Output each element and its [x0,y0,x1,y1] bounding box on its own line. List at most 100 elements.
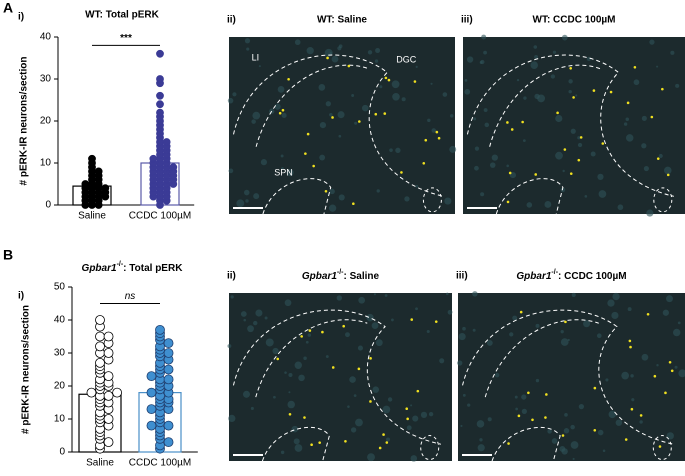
tissue-texture [474,165,479,171]
tissue-texture [305,340,309,344]
region-label: DGC [396,54,417,64]
tissue-texture [374,59,379,63]
data-point [155,324,165,335]
micrograph [229,293,452,461]
tissue-texture [486,339,493,346]
tissue-texture [325,355,329,358]
tissue-texture [550,74,556,79]
labelled-neuron [646,312,650,316]
tissue-texture [570,128,576,134]
tissue-texture [367,50,373,55]
tissue-texture [555,114,563,123]
tissue-texture [522,139,526,143]
labelled-neuron [304,152,307,155]
tissue-texture [250,406,254,410]
tissue-texture [415,184,419,188]
tissue-texture [358,296,366,304]
tissue-texture [387,397,393,402]
labelled-neuron [626,101,630,105]
canal-outline [652,435,672,461]
chart-title: Gpbar1-/-: Total pERK [82,261,184,273]
labelled-neuron [278,111,282,115]
tissue-texture [457,360,463,366]
tissue-texture [227,344,232,348]
labelled-neuron [331,116,334,119]
labelled-neuron [342,324,345,328]
y-tick-label: 30 [40,74,52,85]
labelled-neuron [405,407,409,410]
tissue-texture [353,394,357,398]
tissue-texture [367,453,375,462]
x-tick-label: CCDC 100µM [129,211,191,222]
lamina-outline [466,54,675,197]
image-title: Gpbar1-/-: CCDC 100µM [516,269,626,281]
tissue-texture [562,169,565,173]
tissue-texture [523,96,527,100]
tissue-texture [294,39,301,46]
tissue-texture [404,196,410,202]
labelled-neuron [347,64,351,68]
tissue-texture [664,166,672,175]
gene: Gpbar1 [516,271,551,282]
tissue-texture [605,378,609,382]
lamina-outline [489,64,601,147]
labelled-neuron [517,414,521,418]
tissue-texture [537,94,546,103]
tissue-texture [446,292,449,296]
tissue-texture [547,429,552,434]
labelled-neuron [569,172,573,175]
image-sub-label: ii) [227,271,236,282]
labelled-neuron [434,320,438,323]
labelled-neuron [374,112,378,116]
labelled-neuron [544,416,547,419]
tissue-texture [401,97,406,102]
tissue-texture [243,318,247,322]
tissue-texture [678,369,685,378]
labelled-neuron [593,386,597,390]
tissue-texture [366,313,374,322]
tissue-texture [242,390,251,398]
tissue-texture [560,329,564,334]
tissue-texture [258,65,261,68]
data-point [163,420,174,431]
labelled-neuron [369,400,372,403]
tissue-texture [252,111,261,120]
tissue-texture [675,83,680,88]
data-point [169,163,178,172]
labelled-neuron [531,418,534,422]
tissue-texture [331,55,339,63]
tissue-texture [641,353,649,361]
tissue-texture [560,338,569,346]
tissue-texture [427,118,431,123]
tissue-texture [561,34,568,41]
tissue-texture [555,151,563,160]
title-text: : Saline [344,271,380,282]
spn-outline [262,178,332,215]
tissue-texture [345,332,350,338]
tissue-texture [281,112,287,118]
tissue-texture [577,142,583,148]
y-tick-label: 10 [54,414,66,425]
tissue-texture [287,400,295,409]
tissue-texture [376,189,380,193]
y-tick-label: 10 [40,158,52,169]
tissue-texture [533,45,538,49]
tissue-texture [410,404,413,407]
tissue-texture [602,449,606,453]
tissue-texture [611,311,619,320]
tissue-texture [389,148,393,152]
tissue-texture [677,321,681,325]
data-point [162,138,171,146]
tissue-texture [245,199,249,203]
tissue-texture [607,299,615,307]
tissue-texture [641,143,647,149]
tissue-texture [447,309,453,315]
y-tick-label: 30 [54,348,66,359]
tissue-texture [253,193,260,200]
data-point [146,420,157,431]
labelled-neuron [324,189,328,193]
tissue-texture [568,89,572,94]
labelled-neuron [331,366,335,369]
tissue-texture [608,410,617,419]
tissue-texture [337,46,342,51]
